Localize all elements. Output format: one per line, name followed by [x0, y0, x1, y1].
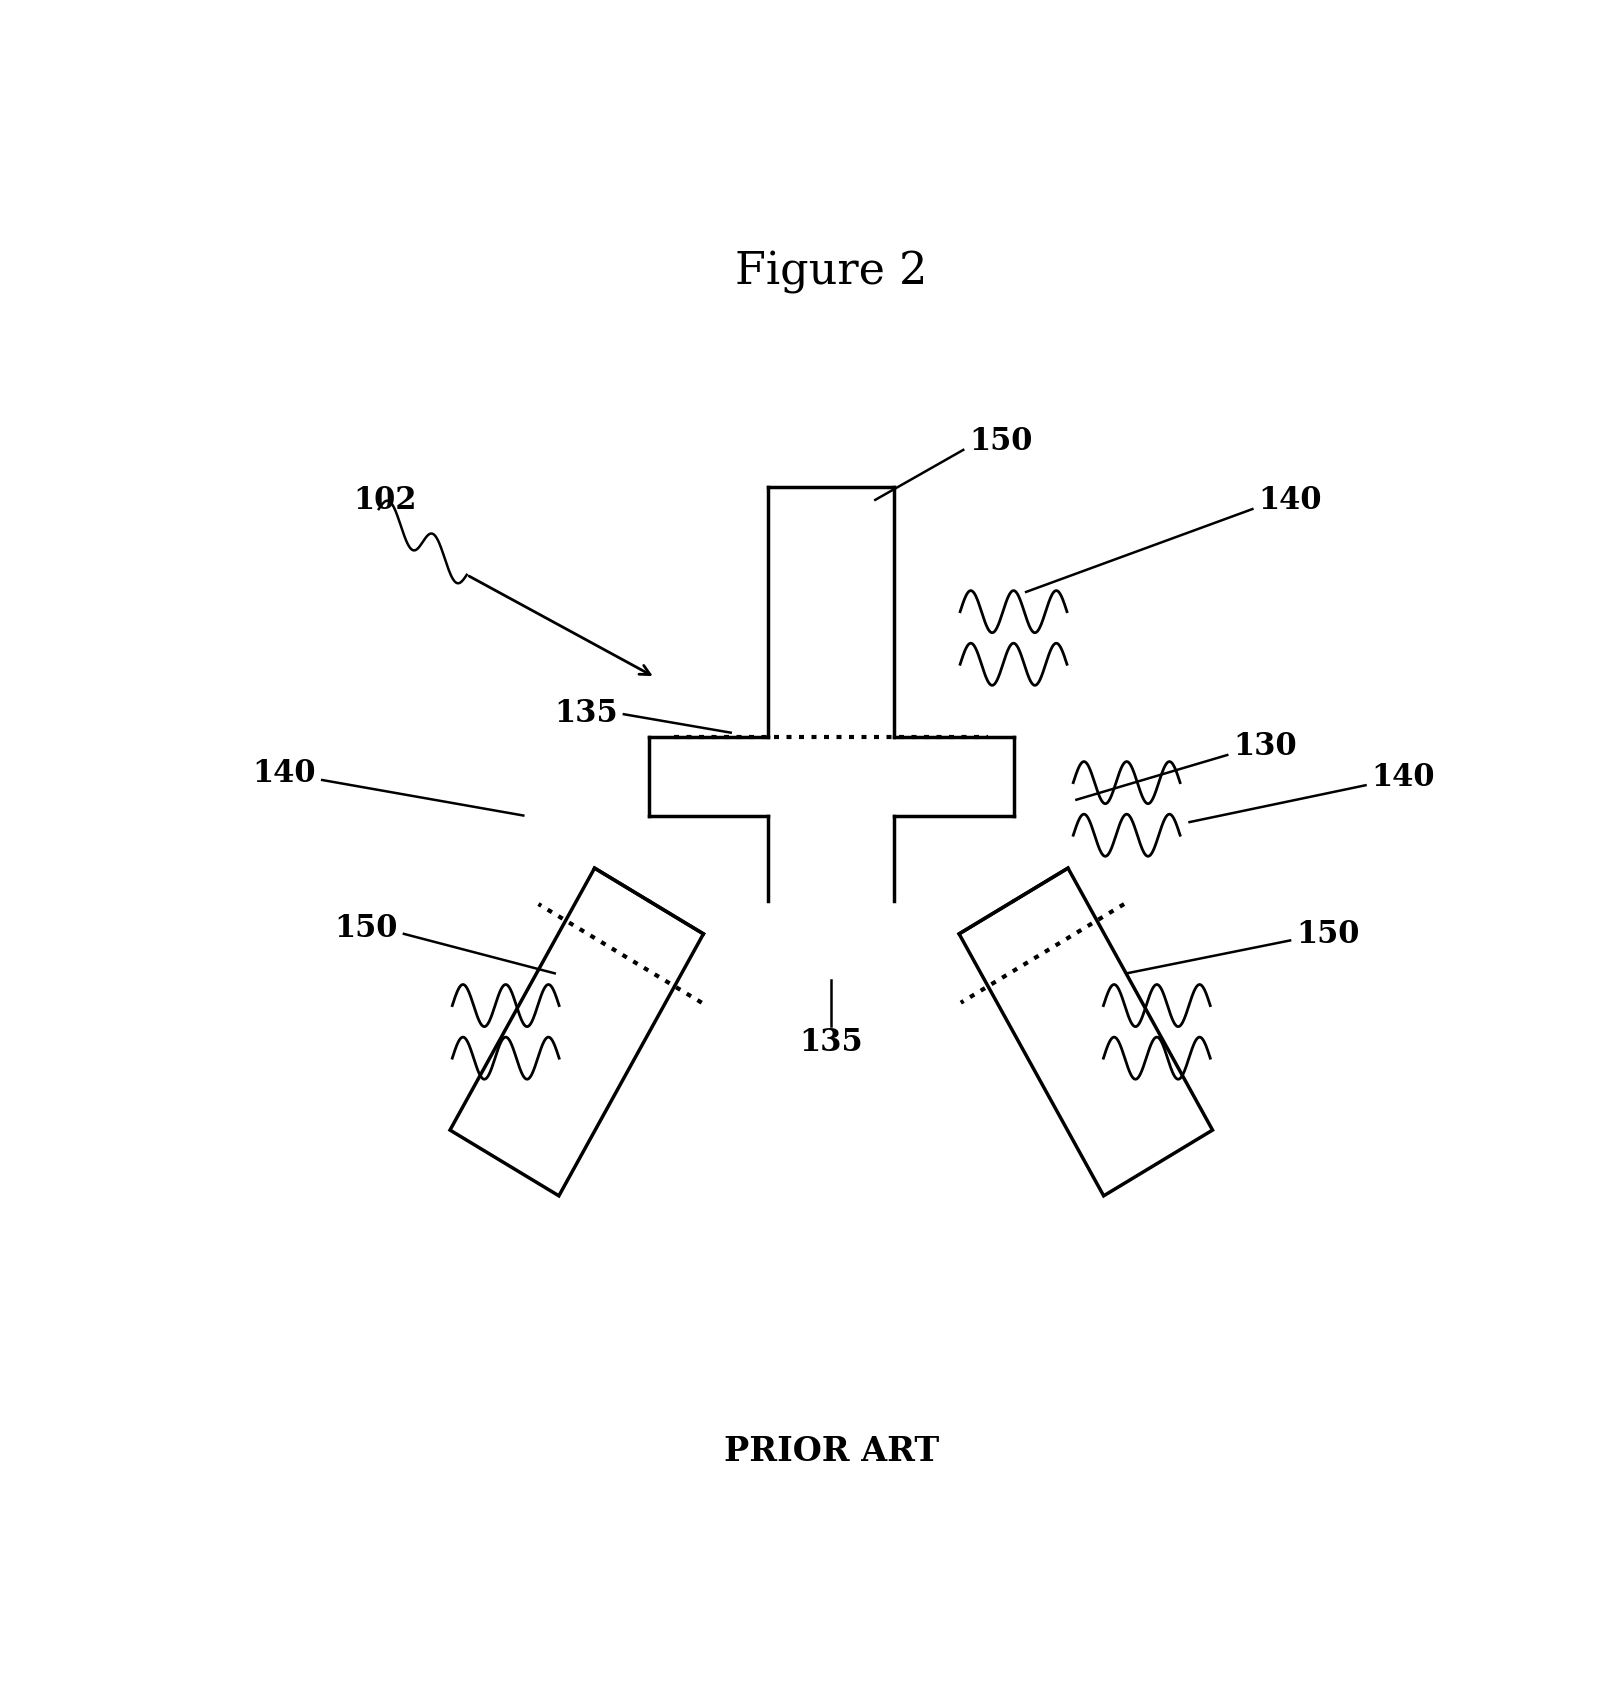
- Text: PRIOR ART: PRIOR ART: [723, 1434, 939, 1466]
- Text: 135: 135: [555, 698, 618, 729]
- Text: Figure 2: Figure 2: [735, 251, 928, 294]
- Text: 140: 140: [1372, 761, 1435, 792]
- Text: 102: 102: [354, 485, 417, 516]
- Text: 150: 150: [970, 427, 1033, 457]
- Text: 150: 150: [1296, 918, 1359, 949]
- Text: 135: 135: [800, 1026, 863, 1058]
- Text: 150: 150: [334, 912, 397, 944]
- Text: 140: 140: [1259, 485, 1322, 516]
- Text: 130: 130: [1233, 731, 1298, 761]
- Text: 140: 140: [253, 758, 316, 789]
